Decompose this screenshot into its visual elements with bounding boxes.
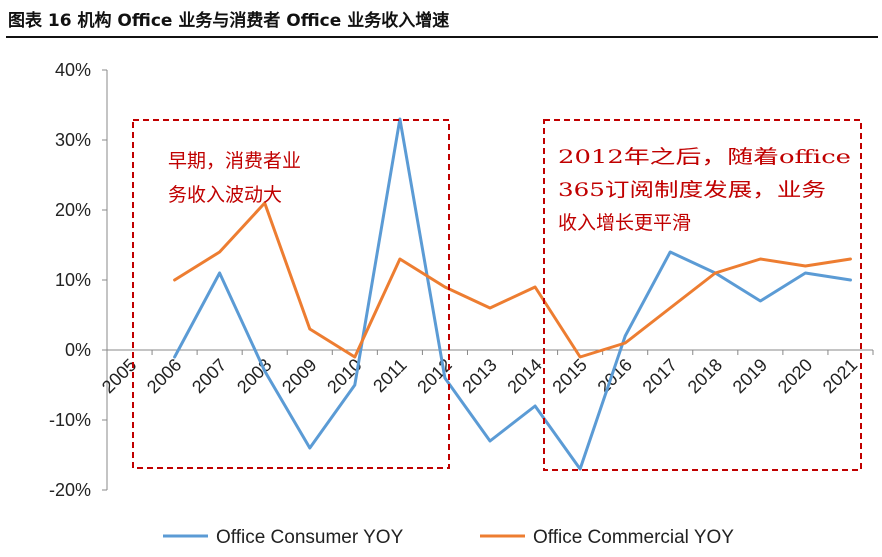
annotation-late-line-1: 2012年之后，随着office: [558, 146, 851, 168]
y-tick-label: -20%: [49, 480, 91, 500]
legend-label-commercial: Office Commercial YOY: [533, 527, 734, 548]
series-line-commercial: [173, 201, 852, 359]
x-tick-label: 2014: [503, 355, 545, 397]
title-rule: [6, 36, 878, 38]
annotation-box-early: [132, 119, 450, 469]
annotation-late-line-3: 收入增长更平滑: [558, 212, 691, 234]
x-tick-label: 2017: [639, 355, 681, 397]
x-tick-label: 2019: [729, 355, 771, 397]
y-tick-label: 40%: [55, 60, 91, 80]
x-tick-label: 2016: [594, 355, 636, 397]
legend: Office Consumer YOY Office Commercial YO…: [163, 527, 734, 548]
figure-title: 图表 16 机构 Office 业务与消费者 Office 业务收入增速: [8, 11, 450, 31]
annotation-early-line-2: 务收入波动大: [168, 184, 282, 206]
x-tick-label: 2015: [548, 355, 590, 397]
x-tick-label: 2006: [143, 355, 185, 397]
x-tick-label: 2009: [278, 355, 320, 397]
annotation-boxes: 早期，消费者业 务收入波动大 2012年之后，随着office 365订阅制度发…: [132, 119, 862, 471]
x-tick-label: 2018: [684, 355, 726, 397]
series-line-consumer: [173, 117, 852, 471]
x-tick-label: 2011: [369, 355, 411, 397]
x-tick-label: 2013: [458, 355, 500, 397]
y-axis-tick-labels: 40% 30% 20% 10% 0% -10% -20%: [49, 60, 107, 500]
annotation-late-line-2: 365订阅制度发展，业务: [558, 179, 826, 201]
y-tick-label: 30%: [55, 130, 91, 150]
y-tick-label: 10%: [55, 270, 91, 290]
x-tick-label: 2021: [819, 355, 861, 397]
x-axis-tick-labels: 2005 2006 2007 2008 2009 2010 2011 2012 2013 2014…: [98, 355, 861, 397]
annotation-box-late: [543, 119, 862, 471]
y-tick-label: 20%: [55, 200, 91, 220]
legend-label-consumer: Office Consumer YOY: [216, 527, 404, 548]
series-lines: [173, 117, 852, 471]
y-tick-label: 0%: [65, 340, 91, 360]
annotation-early-line-1: 早期，消费者业: [168, 150, 301, 172]
x-tick-label: 2020: [774, 355, 816, 397]
y-tick-label: -10%: [49, 410, 91, 430]
x-tick-label: 2007: [188, 355, 230, 397]
x-axis-ticks: [106, 350, 874, 355]
